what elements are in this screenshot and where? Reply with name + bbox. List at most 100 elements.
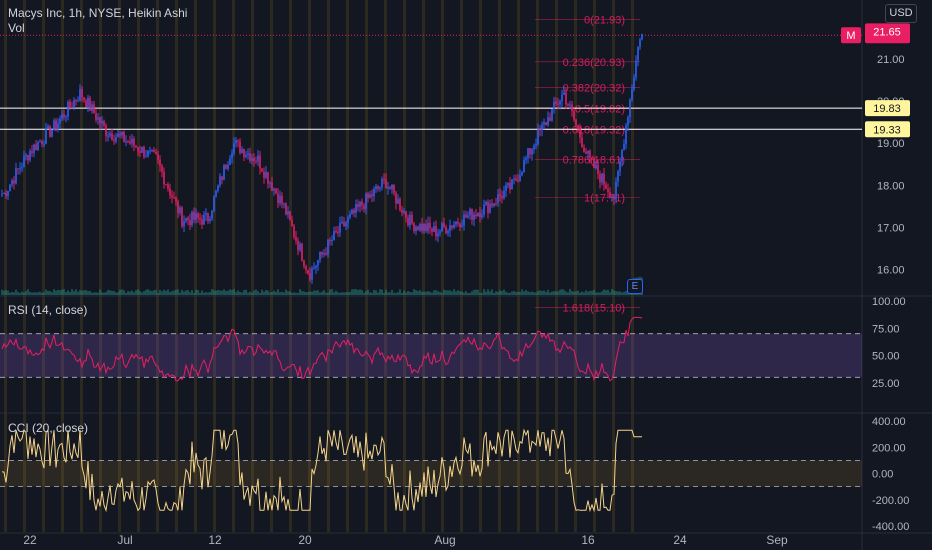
candle-body [83,97,85,101]
candle-body [237,140,239,142]
candle-body [363,205,365,209]
volume-bar [339,292,341,295]
candle-body [289,211,291,220]
volume-bar [97,292,99,295]
volume-bar [431,292,433,295]
volume-bar [77,291,79,295]
candle-body [31,151,33,153]
volume-bar [89,290,91,295]
volume-bar [457,290,459,295]
rsi-line [1,316,643,382]
volume-bar [233,289,235,295]
volume-bar [347,292,349,295]
volume-bar [141,292,143,295]
candle-body [299,243,301,251]
volume-bar [281,291,283,295]
volume-bar [239,291,241,295]
time-axis-label: 16 [581,533,595,547]
candle-body [195,213,197,220]
cci-tick-label: -400.00 [872,521,909,533]
session-band [175,0,178,532]
volume-bar [23,292,25,295]
volume-bar [61,289,63,295]
candle-body [91,104,93,111]
volume-bar [27,289,29,295]
candle-body [355,204,357,213]
volume-bar [305,292,307,295]
currency-button[interactable]: USD [885,4,917,23]
volume-bar [129,291,131,295]
candle-body [213,196,215,211]
candle-body [563,92,565,95]
volume-bar [533,292,535,295]
rsi-band-fill [0,333,862,378]
candle-body [239,141,241,154]
volume-bar [219,290,221,295]
volume-bar [523,291,525,295]
volume-bar [5,290,7,295]
candle-body [325,253,327,255]
volume-bar [495,291,497,295]
candle-body [437,233,439,237]
time-axis-label: 24 [673,533,687,547]
candle-body [23,156,25,168]
candle-body [285,203,287,215]
candle-body [407,217,409,226]
volume-bar [55,290,57,295]
volume-bar [569,289,571,295]
volume-bar [579,292,581,295]
volume-bar [31,292,33,295]
cci-tick-label: 400.00 [872,416,906,428]
volume-bar [231,290,233,295]
candle-body [579,128,581,138]
volume-bar [183,291,185,295]
session-band [403,0,406,532]
volume-bar [535,292,537,295]
candle-body [271,182,273,191]
candle-body [607,188,609,192]
candle-body [353,209,355,213]
candle-body [593,158,595,169]
fib-level-label: 0.382(20.32) [563,83,625,95]
volume-bar [619,291,621,295]
volume-bar [461,291,463,295]
candle-body [421,223,423,231]
candle-body [135,145,137,148]
candle-body [185,217,187,222]
volume-bar [297,292,299,295]
volume-bar [123,290,125,295]
candle-body [225,165,227,169]
candle-body [175,197,177,202]
candle-body [585,151,587,154]
session-band [61,0,64,532]
volume-bar [427,291,429,295]
volume-bar [325,292,327,295]
session-band [194,0,197,532]
cci-title: CCI (20, close) [8,421,89,435]
candle-body [127,141,129,143]
candle-body [33,144,35,153]
candle-body [55,120,57,130]
earnings-flag[interactable]: E [627,279,643,294]
candle-body [73,100,75,108]
candle-body [327,240,329,255]
volume-bar [605,290,607,295]
candle-body [103,121,105,126]
candle-body [141,146,143,153]
candle-body [555,101,557,104]
candle-body [257,155,259,162]
fib-level-label: 0.5(19.82) [575,104,625,116]
volume-bar [267,290,269,295]
volume-bar [177,289,179,295]
session-band [156,0,159,532]
session-band [232,0,235,532]
volume-bar [301,290,303,295]
candle-body [479,212,481,218]
volume-bar [359,289,361,295]
candle-body [241,149,243,154]
candle-body [115,136,117,142]
candle-body [425,224,427,232]
candle-body [439,231,441,234]
symbol-title: Macys Inc, 1h, NYSE, Heikin Ashi [8,6,188,20]
